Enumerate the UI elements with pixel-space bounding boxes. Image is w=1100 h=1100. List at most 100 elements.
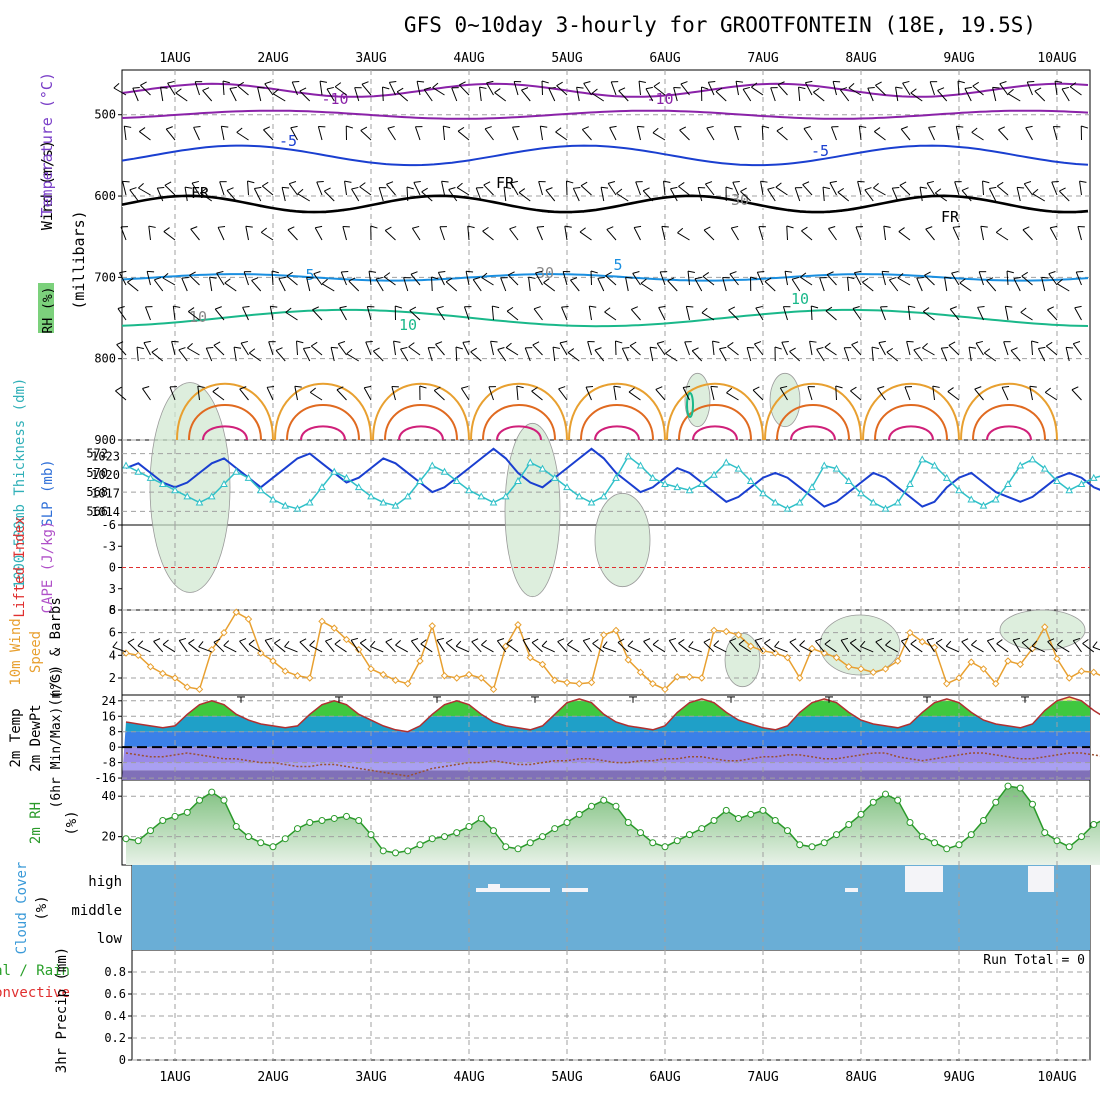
upper-wind-barb-feather [683,385,691,389]
upper-wind-barb [895,87,899,102]
upper-wind-barb-feather [113,82,120,89]
rh-marker [1053,837,1061,845]
upper-wind-barb [940,347,948,362]
ylabel-cape: CAPE (J/kg) [40,521,56,614]
upper-wind-barb-feather [661,225,669,228]
rh-marker [367,831,375,839]
upper-wind-barb-feather [245,225,253,228]
wind10-marker [673,673,681,681]
upper-wind-barb [791,278,801,292]
rh-panel: 40 20 [102,780,1100,865]
upper-wind-barb-feather [370,225,378,229]
upper-wind-barb [684,341,690,356]
upper-wind-barb [164,184,176,196]
upper-wind-barb [848,87,862,96]
rh-marker [134,837,142,845]
upper-wind-barb-feather [657,340,665,344]
upper-wind-barb [621,348,629,362]
wind10-barb-feather [188,638,195,644]
wind10-barb-feather [531,638,539,643]
upper-wind-barb-feather [239,386,247,390]
upper-wind-barb-feather [157,187,165,189]
upper-wind-barb [1022,229,1033,241]
upper-wind-barb [507,274,519,286]
slp-marker [538,464,547,472]
upper-wind-barb-feather [240,340,248,344]
upper-wind-barb-feather [999,81,1007,85]
slp-marker [244,473,253,481]
upper-wind-barb-feather [481,272,488,278]
diurnal-temp-contour [972,404,1046,441]
wind10-barb [849,642,862,653]
upper-wind-barb [947,391,960,401]
upper-wind-barb-feather [877,386,885,390]
upper-wind-barb-feather [346,348,353,355]
wind10-barb-feather [799,640,806,646]
upper-wind-barb [261,185,274,196]
wind10-barb [643,641,654,653]
wind10-barb [885,644,898,653]
wind10-barb [961,641,972,653]
rh-marker [171,812,179,820]
upper-wind-barb-feather [1073,341,1081,345]
upper-wind-barb-feather [264,81,272,85]
upper-wind-barb [113,87,127,96]
upper-wind-barb-feather [902,80,910,84]
upper-wind-barb-feather [652,127,659,134]
wind10-barb [1012,639,1021,653]
upper-wind-barb-feather [854,270,862,274]
wind10-barb [420,643,433,653]
upper-wind-barb-feather [1059,187,1066,192]
diurnal-temp-contour [862,382,960,441]
contour-label: -5 [279,132,297,150]
wind10-barb [506,643,519,653]
upper-wind-barb [245,226,249,241]
ylabel-rh2m: 2m RH [28,802,44,844]
diurnal-temp-contour [568,382,666,441]
upper-wind-barb [605,275,617,286]
upper-wind-barb-feather [875,81,882,86]
upper-wind-barb [313,273,323,286]
upper-wind-barb [219,181,225,196]
upper-wind-barb-feather [632,270,640,274]
upper-wind-barb [898,231,911,241]
upper-wind-barb-feather [634,225,642,229]
upper-wind-barb-feather [686,305,694,308]
upper-wind-barb-feather [959,278,966,284]
top-day-label: 4AUG [453,51,484,66]
rh-marker [845,821,853,829]
upper-wind-barb-feather [199,188,207,194]
upper-wind-barb-feather [1061,86,1069,90]
slp-marker [832,464,841,472]
rh-marker [796,841,804,849]
upper-wind-barb [189,274,200,286]
upper-wind-barb-feather [1066,346,1074,349]
upper-wind-barb-feather [998,126,1006,131]
upper-wind-barb [813,91,825,102]
upper-wind-barb [406,186,409,202]
upper-wind-barb [764,281,776,292]
wind10-barb-feather [127,638,135,643]
wind10-barb-feather [602,641,608,648]
upper-wind-barb [955,126,960,141]
upper-wind-barb-feather [864,187,872,191]
upper-wind-barb [816,348,825,362]
slp-marker [587,498,596,506]
ylabel-wind10-speed: Speed [28,631,44,673]
upper-wind-barb [122,181,127,196]
upper-wind-barb [456,187,470,196]
upper-wind-barb [1047,309,1058,321]
wind10-barb [178,640,188,653]
upper-wind-barb-feather [521,87,529,91]
slp-marker [820,461,829,469]
upper-wind-barb-feather [835,385,843,389]
upper-wind-barb-feather [138,182,144,189]
upper-wind-barb [826,274,837,286]
upper-wind-barb-feather [851,341,859,346]
upper-wind-barb [800,276,813,286]
upper-wind-barb-feather [594,347,602,351]
upper-wind-barb-feather [663,180,671,184]
slp-marker [281,501,290,509]
upper-wind-barb [129,189,139,202]
diurnal-temp-contour [188,404,262,441]
